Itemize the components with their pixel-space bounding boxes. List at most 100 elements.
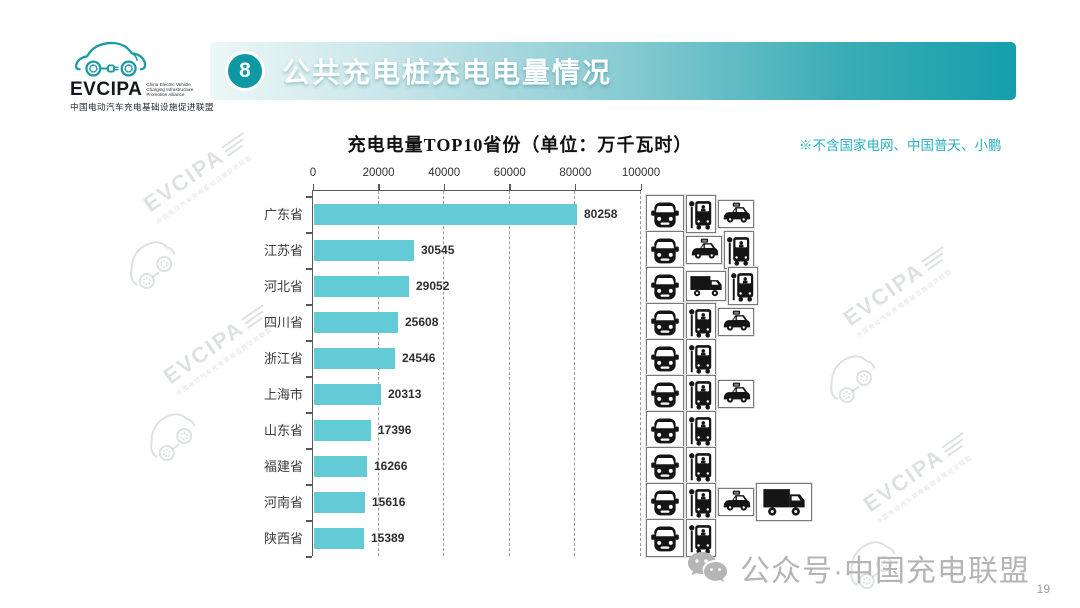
bus-icon bbox=[686, 482, 716, 521]
page-number: 19 bbox=[1036, 582, 1050, 596]
province-label: 山东省 bbox=[263, 423, 303, 438]
y-tick-mark bbox=[306, 304, 312, 306]
bus-icon bbox=[686, 518, 716, 557]
car-icon bbox=[646, 482, 684, 521]
bus-icon bbox=[686, 410, 716, 449]
car-icon bbox=[646, 230, 684, 269]
logo-tagline: China Electric Vehicle Charging Infrastr… bbox=[146, 82, 194, 97]
bus-icon bbox=[724, 230, 754, 269]
value-label: 15616 bbox=[372, 495, 406, 509]
watermark-sub-text: 中国电动汽车充电基础设施促进联盟 bbox=[855, 268, 954, 340]
watermark-car-doodle-icon bbox=[150, 413, 196, 462]
bus-icon bbox=[686, 446, 716, 485]
y-tick-mark bbox=[306, 268, 312, 270]
logo-car-icon bbox=[74, 41, 147, 77]
bar-row: 浙江省 24546 bbox=[264, 348, 641, 369]
bar-row: 河北省 29052 bbox=[264, 276, 641, 297]
bar-row: 河南省 15616 bbox=[264, 492, 641, 513]
watermark-lines-icon bbox=[941, 431, 965, 457]
province-label: 河南省 bbox=[263, 495, 303, 510]
x-tick-label: 0 bbox=[309, 167, 317, 179]
y-tick-mark bbox=[306, 232, 312, 234]
province-label: 上海市 bbox=[263, 387, 303, 402]
bar-row: 广东省 80258 bbox=[264, 204, 641, 225]
bus-icon bbox=[686, 374, 716, 413]
bar bbox=[314, 240, 414, 261]
logo-tagline-line: Charging Infrastructure bbox=[146, 86, 194, 92]
bar bbox=[314, 276, 409, 297]
watermark-lines-icon bbox=[921, 245, 945, 271]
x-tick-mark bbox=[312, 184, 314, 190]
bar-row: 陕西省 15389 bbox=[264, 528, 641, 549]
y-tick-mark bbox=[306, 484, 312, 486]
wechat-icon bbox=[688, 552, 727, 582]
y-tick-mark bbox=[306, 196, 312, 198]
x-tick-label: 60000 bbox=[493, 167, 526, 179]
y-tick-mark bbox=[306, 340, 312, 342]
watermark-brand-text: EVCIPA bbox=[839, 240, 954, 331]
x-tick-mark bbox=[574, 184, 577, 190]
background-watermark: EVCIPA 中国电动汽车充电基础设施促进联盟 bbox=[830, 240, 960, 404]
bar-row: 上海市 20313 bbox=[264, 384, 641, 405]
x-tick-label: 20000 bbox=[362, 167, 395, 179]
taxi-icon bbox=[718, 307, 754, 336]
watermark-lines-icon bbox=[221, 131, 245, 157]
watermark-sub-text: 中国电动汽车充电基础设施促进联盟 bbox=[875, 454, 974, 526]
exclusion-note: ※不含国家电网、中国普天、小鹏 bbox=[799, 138, 1002, 153]
vehicle-icons-row bbox=[646, 410, 716, 449]
watermark-brand-text: EVCIPA bbox=[859, 426, 974, 517]
bar-row: 山东省 17396 bbox=[264, 420, 641, 441]
vehicle-icons-row bbox=[646, 230, 754, 269]
bus-icon bbox=[686, 338, 716, 377]
value-label: 24546 bbox=[402, 351, 436, 365]
watermark-car-doodle-icon bbox=[130, 241, 176, 290]
value-label: 25608 bbox=[405, 315, 439, 329]
bus-icon bbox=[686, 302, 716, 341]
plot-area: 0 20000 40000 60000 80000 100000 广东省 80258 江苏省 30… bbox=[264, 167, 660, 558]
section-title: 公共充电桩充电电量情况 bbox=[282, 57, 613, 88]
bus-icon bbox=[686, 194, 716, 233]
background-watermark: EVCIPA 中国电动汽车充电基础设施促进联盟 bbox=[130, 126, 260, 290]
vehicle-icons-row bbox=[646, 302, 754, 341]
vehicle-icons-row bbox=[646, 266, 758, 305]
car-icon bbox=[646, 338, 684, 377]
car-icon bbox=[646, 194, 684, 233]
value-label: 20313 bbox=[388, 387, 422, 401]
watermark-sub-text: 中国电动汽车充电基础设施促进联盟 bbox=[155, 154, 254, 226]
taxi-icon bbox=[686, 235, 722, 264]
taxi-icon bbox=[718, 379, 754, 408]
x-tick-label: 40000 bbox=[428, 167, 461, 179]
logo-brand-text: EVCIPA bbox=[70, 79, 143, 100]
section-number-badge: 8 bbox=[228, 54, 262, 88]
car-icon bbox=[646, 374, 684, 413]
province-label: 浙江省 bbox=[263, 351, 303, 366]
footer-watermark: 公众号·中国充电联盟 bbox=[686, 546, 1030, 590]
vehicle-icons-row bbox=[646, 446, 716, 485]
bar bbox=[314, 492, 365, 513]
value-label: 80258 bbox=[584, 207, 618, 221]
province-label: 陕西省 bbox=[263, 531, 303, 546]
watermark-brand-text: EVCIPA bbox=[139, 126, 254, 217]
value-label: 15389 bbox=[371, 531, 405, 545]
bar-row: 福建省 16266 bbox=[264, 456, 641, 477]
bar bbox=[314, 456, 367, 477]
x-tick-label: 100000 bbox=[621, 167, 661, 179]
logo-tagline-line: China Electric Vehicle bbox=[146, 82, 191, 87]
y-tick-mark bbox=[306, 520, 312, 522]
logo-subtitle-cn: 中国电动汽车充电基础设施促进联盟 bbox=[70, 102, 214, 112]
province-label: 福建省 bbox=[263, 459, 303, 474]
province-label: 广东省 bbox=[263, 207, 303, 222]
bar bbox=[314, 312, 398, 333]
car-icon bbox=[646, 266, 684, 305]
vehicle-icons-row bbox=[646, 338, 716, 377]
gridline bbox=[443, 191, 445, 556]
car-icon bbox=[646, 410, 684, 449]
bar-row: 江苏省 30545 bbox=[264, 240, 641, 261]
evcipa-logo: EVCIPA China Electric Vehicle Charging I… bbox=[70, 34, 214, 113]
vehicle-icons-row bbox=[646, 518, 716, 557]
y-tick-mark bbox=[306, 556, 312, 558]
province-label: 河北省 bbox=[263, 279, 303, 294]
y-tick-mark bbox=[306, 448, 312, 450]
bar bbox=[314, 204, 577, 225]
